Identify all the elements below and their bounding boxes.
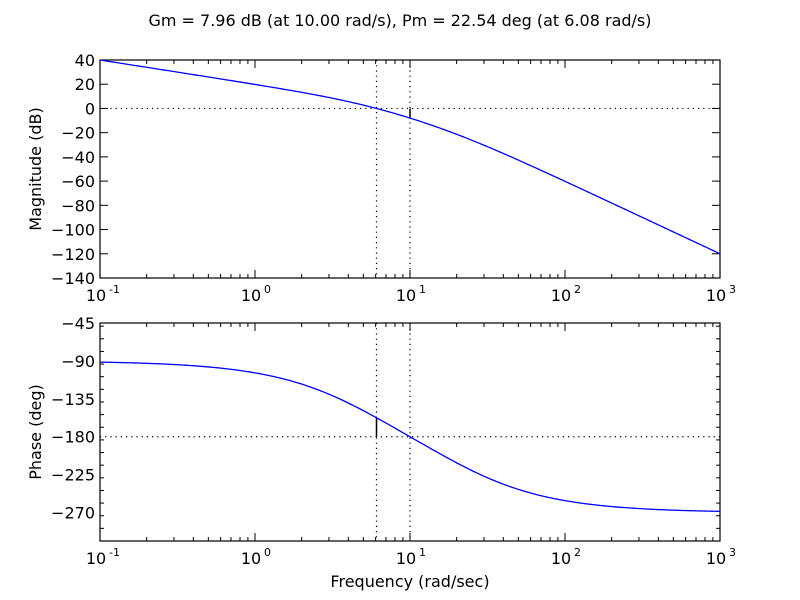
x-tick-exponent: -1 <box>109 546 120 559</box>
x-tick-label: 10 <box>706 286 726 305</box>
phase-curve <box>99 361 721 513</box>
y-tick-label: 0 <box>85 99 95 118</box>
x-tick-label: 10 <box>241 549 261 568</box>
phase-plot: 10 -1 10 0 10 1 10 2 10 3−45−90−135−180−225−270 <box>51 314 736 568</box>
y-tick-label: −100 <box>51 221 95 240</box>
y-tick-label: −90 <box>61 352 95 371</box>
x-tick-label: 10 <box>396 549 416 568</box>
y-tick-label: −20 <box>61 124 95 143</box>
y-tick-label: −60 <box>61 172 95 191</box>
y-tick-label: 20 <box>75 75 95 94</box>
y-tick-label: 40 <box>75 51 95 70</box>
x-tick-label: 10 <box>86 549 106 568</box>
frequency-xlabel: Frequency (rad/sec) <box>330 572 489 591</box>
y-tick-label: −135 <box>51 390 95 409</box>
x-tick-label: 10 <box>551 549 571 568</box>
x-tick-label: 10 <box>396 286 416 305</box>
x-tick-exponent: 3 <box>729 283 736 296</box>
x-tick-exponent: 0 <box>264 283 271 296</box>
x-tick-label: 10 <box>706 549 726 568</box>
x-tick-label: 10 <box>241 286 261 305</box>
y-tick-label: −45 <box>61 314 95 333</box>
y-tick-label: −180 <box>51 428 95 447</box>
x-tick-exponent: -1 <box>109 283 120 296</box>
y-tick-label: −120 <box>51 245 95 264</box>
figure-title: Gm = 7.96 dB (at 10.00 rad/s), Pm = 22.5… <box>148 11 651 30</box>
x-tick-exponent: 3 <box>729 546 736 559</box>
y-tick-label: −80 <box>61 196 95 215</box>
x-tick-exponent: 0 <box>264 546 271 559</box>
x-tick-label: 10 <box>551 286 571 305</box>
x-tick-exponent: 1 <box>419 283 426 296</box>
x-tick-exponent: 1 <box>419 546 426 559</box>
y-tick-label: −225 <box>51 466 95 485</box>
x-tick-exponent: 2 <box>574 546 581 559</box>
phase-ylabel: Phase (deg) <box>26 384 45 480</box>
y-tick-label: −140 <box>51 269 95 288</box>
magnitude-plot: 10 -1 10 0 10 1 10 2 10 340200−20−40−60−80−100−12… <box>51 51 736 305</box>
magnitude-ylabel: Magnitude (dB) <box>26 107 45 230</box>
axes-frame <box>99 59 721 279</box>
x-tick-exponent: 2 <box>574 283 581 296</box>
magnitude-curve <box>99 59 721 255</box>
x-tick-label: 10 <box>86 286 106 305</box>
y-tick-label: −270 <box>51 504 95 523</box>
y-tick-label: −40 <box>61 148 95 167</box>
